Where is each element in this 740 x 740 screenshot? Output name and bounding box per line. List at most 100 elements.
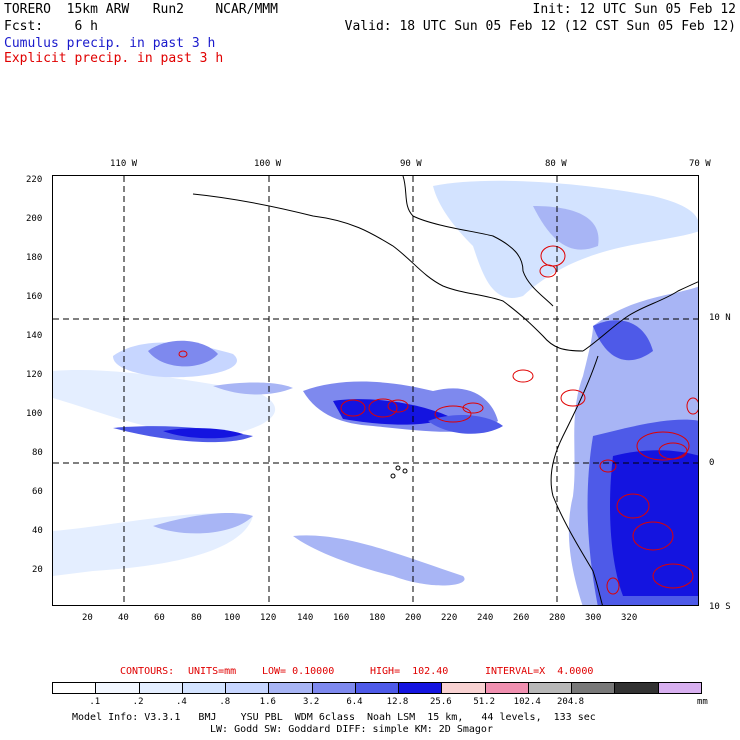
colorbar-label: .2	[132, 697, 144, 707]
cumulus-area	[533, 206, 599, 250]
colorbar-swatch	[269, 683, 313, 693]
colorbar-label: 12.8	[386, 697, 409, 707]
contour	[652, 563, 694, 589]
lat-label: 10 N	[709, 313, 731, 323]
contours-low: LOW= 0.10000	[262, 666, 335, 677]
y-tick-label: 180	[26, 253, 43, 263]
contour	[368, 398, 398, 418]
island-marker	[402, 468, 408, 474]
y-tick-label: 20	[32, 565, 43, 575]
colorbar-label: 51.2	[473, 697, 496, 707]
colorbar-label: 102.4	[513, 697, 541, 707]
colorbar-label: .1	[89, 697, 101, 707]
y-tick-label: 200	[26, 214, 43, 224]
precipitation-map	[52, 175, 699, 606]
colorbar-label: 6.4	[346, 697, 363, 707]
model-info: Model Info: V3.3.1 BMJ YSU PBL WDM 6clas…	[72, 712, 596, 723]
lat-label: 10 S	[709, 602, 731, 612]
colorbar-swatch	[53, 683, 97, 693]
contour	[434, 405, 472, 423]
contours-interval: INTERVAL=X 4.0000	[485, 666, 594, 677]
lat-lon-grid	[53, 176, 698, 605]
x-tick-label: 280	[549, 613, 566, 623]
contour	[340, 399, 366, 417]
colorbar-swatch	[226, 683, 270, 693]
contours-label: CONTOURS:	[120, 666, 175, 677]
x-tick-label: 180	[369, 613, 386, 623]
x-tick-label: 140	[297, 613, 314, 623]
cumulus-precip-areas	[53, 180, 698, 605]
y-tick-label: 60	[32, 487, 43, 497]
colorbar-swatch	[485, 683, 529, 693]
contour	[178, 350, 188, 358]
contour	[686, 397, 698, 415]
y-tick-label: 220	[26, 175, 43, 185]
coastline	[582, 281, 698, 352]
contour	[616, 493, 650, 519]
y-tick-label: 120	[26, 370, 43, 380]
colorbar-swatch	[355, 683, 400, 693]
lat-label: 0	[709, 458, 715, 468]
x-tick-label: 100	[224, 613, 241, 623]
colorbar-label: 3.2	[303, 697, 320, 707]
cumulus-area	[153, 513, 253, 534]
lon-label: 80 W	[545, 159, 567, 169]
cumulus-area	[293, 535, 465, 586]
cumulus-area	[53, 370, 276, 436]
x-tick-label: 200	[405, 613, 422, 623]
x-tick-label: 40	[118, 613, 129, 623]
lon-label: 90 W	[400, 159, 422, 169]
cumulus-area	[610, 450, 698, 596]
contour	[636, 431, 690, 461]
coastlines	[192, 176, 698, 605]
x-tick-label: 120	[260, 613, 277, 623]
coastline	[402, 176, 554, 307]
physics-info: LW: Godd SW: Goddard DIFF: simple KM: 2D…	[210, 724, 493, 735]
x-tick-label: 220	[441, 613, 458, 623]
contour	[387, 399, 409, 413]
legend-explicit: Explicit precip. in past 3 h	[4, 51, 224, 66]
explicit-precip-contours	[178, 245, 698, 595]
lon-label: 110 W	[110, 159, 138, 169]
contour	[658, 442, 688, 460]
colorbar-unit: mm	[697, 697, 708, 707]
contour	[599, 459, 617, 473]
island-marker	[395, 465, 401, 471]
cumulus-area	[333, 399, 448, 425]
cumulus-area	[163, 428, 243, 439]
colorbar-swatch	[399, 683, 443, 693]
colorbar-label: .8	[219, 697, 231, 707]
colorbar-swatch	[96, 683, 140, 693]
map-canvas	[53, 176, 698, 605]
x-tick-label: 80	[191, 613, 202, 623]
y-tick-label: 140	[26, 331, 43, 341]
colorbar-label: 25.6	[430, 697, 452, 707]
x-tick-label: 20	[82, 613, 93, 623]
contour	[512, 369, 534, 383]
cumulus-area	[428, 414, 503, 434]
colorbar-label: 204.8	[557, 697, 585, 707]
colorbar-swatch	[139, 683, 183, 693]
colorbar-label: .4	[176, 697, 187, 707]
contours-units: UNITS=mm	[188, 666, 237, 677]
lon-label: 70 W	[689, 159, 711, 169]
contours-high: HIGH= 102.40	[370, 666, 449, 677]
cumulus-area	[148, 340, 218, 367]
coastline	[550, 355, 603, 605]
y-tick-label: 100	[26, 409, 43, 419]
colorbar-swatch	[658, 683, 701, 693]
contour	[606, 577, 620, 595]
colorbar-swatch	[182, 683, 227, 693]
cumulus-area	[213, 382, 293, 395]
colorbar-swatch	[615, 683, 659, 693]
contour	[632, 521, 674, 551]
colorbar-swatch	[442, 683, 486, 693]
y-tick-label: 40	[32, 526, 43, 536]
coastline	[192, 193, 584, 352]
init-time: Init: 12 UTC Sun 05 Feb 12	[532, 2, 737, 17]
x-tick-label: 60	[154, 613, 165, 623]
lon-label: 100 W	[254, 159, 282, 169]
island-marker	[390, 473, 396, 479]
x-tick-label: 320	[621, 613, 638, 623]
colorbar	[52, 682, 702, 694]
